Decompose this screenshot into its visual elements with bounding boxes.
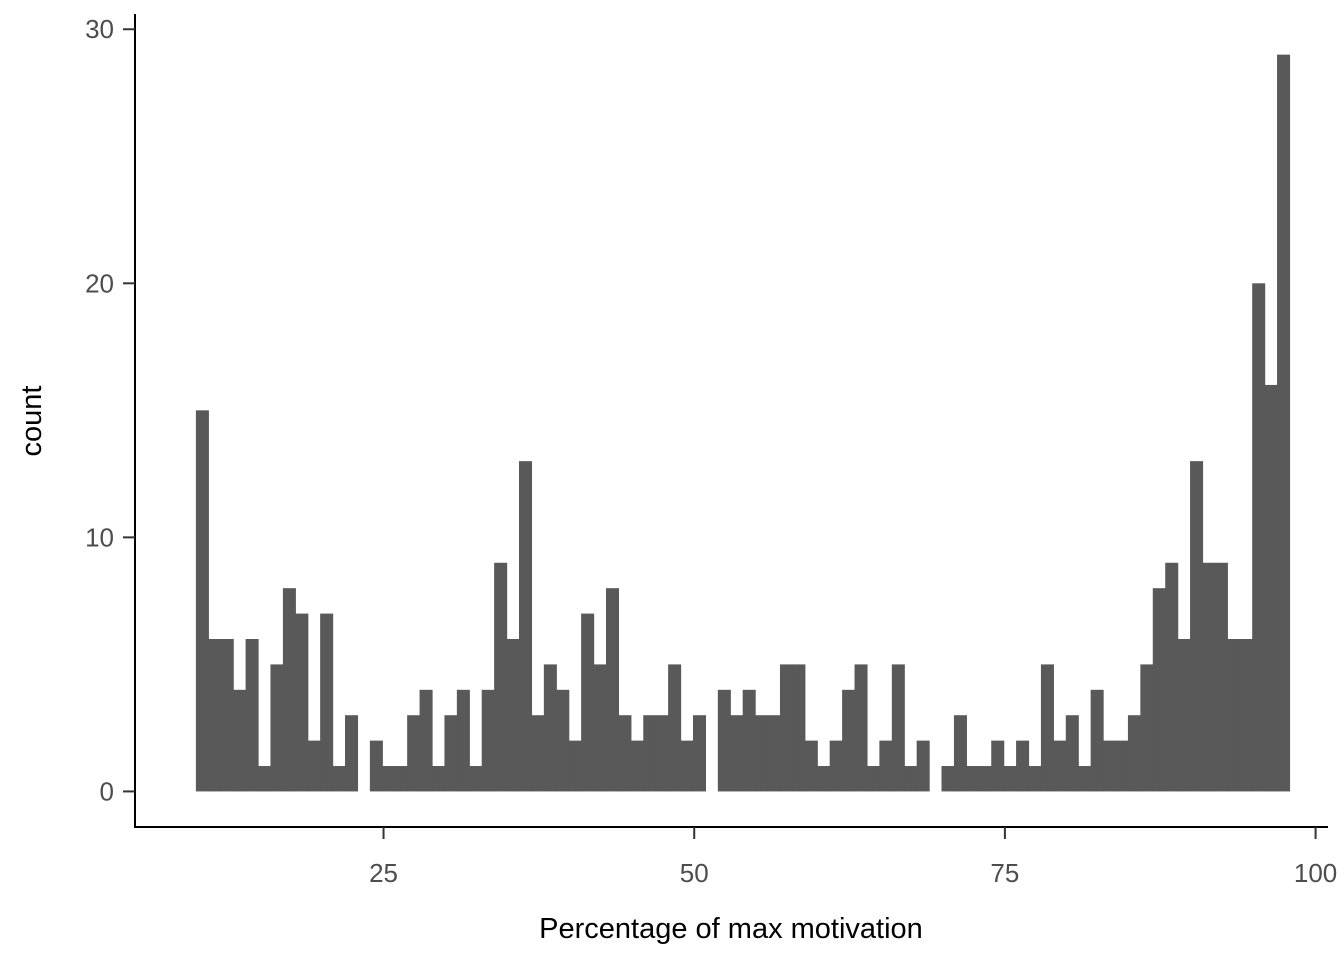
histogram-bar (1239, 638, 1253, 792)
histogram-bar (543, 664, 557, 792)
histogram-bar (755, 715, 769, 792)
histogram-bar (469, 766, 483, 792)
histogram-bar (792, 664, 806, 792)
histogram-bar (282, 588, 296, 792)
histogram-bar (1115, 740, 1129, 792)
histogram-bar (804, 740, 818, 792)
histogram-bar (456, 689, 470, 792)
histogram-bar (258, 766, 272, 792)
y-tick-label: 30 (85, 14, 114, 44)
histogram-bars (195, 54, 1291, 792)
histogram-bar (655, 715, 669, 792)
histogram-bar (891, 664, 905, 792)
histogram-bar (195, 410, 209, 792)
x-tick-label: 25 (369, 858, 398, 888)
histogram-bar (382, 766, 396, 792)
histogram-bar (444, 715, 458, 792)
histogram-bar (668, 664, 682, 792)
y-tick-label: 20 (85, 268, 114, 298)
histogram-bar (904, 766, 918, 792)
histogram-bar (519, 461, 533, 792)
x-tick-label: 75 (990, 858, 1019, 888)
x-axis-title: Percentage of max motivation (539, 913, 923, 945)
histogram-bar (966, 766, 980, 792)
histogram-bar (779, 664, 793, 792)
histogram-bar (717, 689, 731, 792)
histogram-bar (1264, 384, 1278, 792)
histogram-bar (1277, 54, 1291, 792)
histogram-bar (369, 740, 383, 792)
histogram-bar (1016, 740, 1030, 792)
histogram-bar (208, 638, 222, 792)
histogram-bar (692, 715, 707, 792)
histogram-bar (1090, 689, 1104, 792)
y-tick-label: 10 (85, 522, 114, 552)
histogram-bar (295, 613, 309, 792)
histogram-bar (332, 766, 346, 792)
histogram-bar (220, 638, 234, 792)
histogram-bar (1190, 461, 1204, 792)
histogram-bar (1252, 283, 1266, 792)
histogram-bar (345, 715, 359, 792)
histogram-bar (245, 638, 259, 792)
histogram-bar (978, 766, 992, 792)
histogram-bar (506, 638, 520, 792)
histogram-bar (630, 740, 644, 792)
histogram-bar (1028, 766, 1042, 792)
histogram-bar (1065, 715, 1079, 792)
histogram-bar (1202, 562, 1216, 792)
histogram-bar (1177, 638, 1191, 792)
histogram-bar (432, 766, 446, 792)
histogram-bar (842, 689, 856, 792)
histogram-bar (494, 562, 508, 792)
histogram-bar (916, 740, 930, 792)
histogram-bar (556, 689, 570, 792)
y-tick-label: 0 (100, 776, 114, 806)
histogram-bar (817, 766, 831, 792)
histogram-bar (1053, 740, 1067, 792)
histogram-bar (742, 689, 756, 792)
histogram-bar (568, 740, 582, 792)
histogram-bar (307, 740, 321, 792)
histogram-bar (1127, 715, 1141, 792)
histogram-bar (1003, 766, 1017, 792)
histogram-bar (270, 664, 284, 792)
x-axis-ticks: 25 50 75 100 (369, 827, 1337, 888)
histogram-bar (407, 715, 421, 792)
histogram-bar (1078, 766, 1092, 792)
histogram-bar (581, 613, 595, 792)
x-tick-label: 100 (1294, 858, 1337, 888)
histogram-bar (1103, 740, 1117, 792)
histogram-bar (767, 715, 781, 792)
histogram-bar (991, 740, 1005, 792)
histogram-bar (1040, 664, 1054, 792)
histogram-bar (680, 740, 694, 792)
histogram-bar (618, 715, 632, 792)
histogram-bar (419, 689, 433, 792)
histogram-bar (593, 664, 607, 792)
histogram-bar (1227, 638, 1241, 792)
x-tick-label: 50 (680, 858, 709, 888)
histogram-bar (320, 613, 334, 792)
histogram-bar (531, 715, 545, 792)
histogram-bar (1165, 562, 1179, 792)
histogram-bar (854, 664, 868, 792)
histogram-bar (643, 715, 657, 792)
histogram-bar (233, 689, 247, 792)
histogram-bar (829, 740, 843, 792)
histogram-bar (1140, 664, 1154, 792)
histogram-bar (730, 715, 744, 792)
histogram-bar (866, 766, 880, 792)
histogram-bar (879, 740, 893, 792)
y-axis-title: count (16, 386, 48, 457)
histogram-bar (1214, 562, 1228, 792)
histogram-bar (941, 766, 955, 792)
histogram-bar (1152, 588, 1166, 792)
y-axis-ticks: 0 10 20 30 (85, 14, 135, 806)
histogram-bar (605, 588, 620, 792)
histogram-bar (953, 715, 967, 792)
histogram-bar (394, 766, 408, 792)
histogram-bar (481, 689, 495, 792)
